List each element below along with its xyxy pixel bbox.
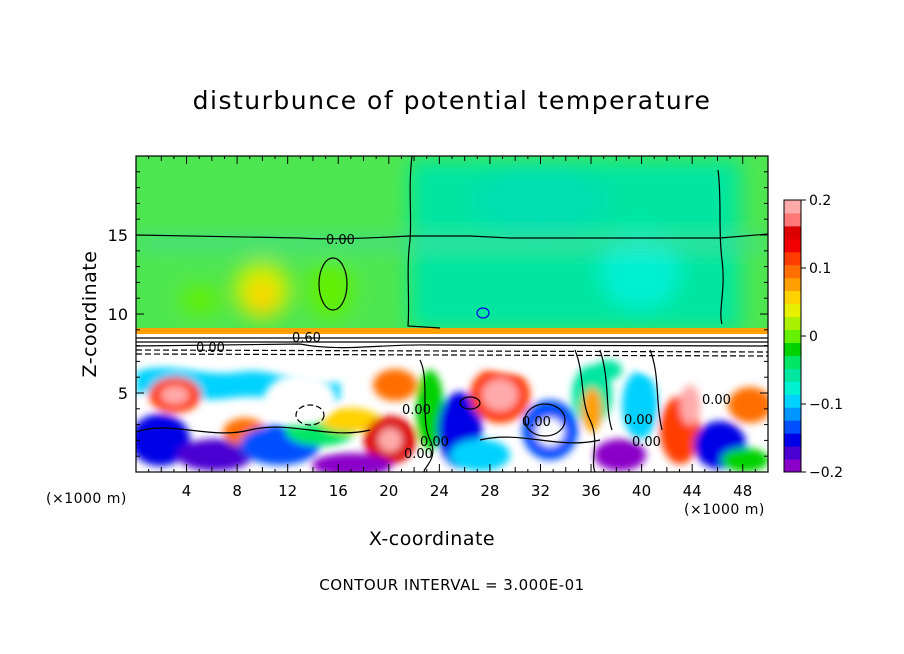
chart-title: disturbunce of potential temperature: [192, 86, 712, 115]
colorbar-segment: [784, 446, 801, 460]
x-axis-unit-left: (×1000 m): [46, 491, 127, 507]
colorbar-segment: [784, 459, 801, 473]
x-tick-label: 8: [232, 482, 242, 500]
colorbar-segment: [784, 225, 801, 240]
x-tick-label: 20: [379, 482, 398, 500]
y-axis-ticks: 5 10 15: [108, 155, 768, 473]
contour-label: 0.00: [624, 413, 653, 428]
y-tick-label: 15: [108, 226, 128, 245]
colorbar-segment: [784, 394, 801, 408]
x-axis-label: X-coordinate: [368, 528, 496, 550]
colorbar: 0.2 0.1 0 −0.1 −0.2: [783, 193, 843, 481]
colorbar-segment: [784, 290, 801, 305]
x-tick-label: 16: [329, 482, 348, 500]
contour-interval-caption: CONTOUR INTERVAL = 3.000E-01: [319, 576, 585, 594]
colorbar-tick-label: −0.1: [809, 397, 843, 413]
x-tick-label: 12: [278, 482, 297, 500]
colorbar-segment: [784, 200, 801, 214]
colorbar-segment: [784, 420, 801, 434]
colorbar-segment: [784, 238, 801, 253]
colorbar-segment: [784, 277, 801, 292]
colorbar-tick-label: −0.2: [809, 465, 843, 481]
colorbar-segment: [784, 316, 801, 331]
upper-field-patches: [136, 160, 768, 330]
colorbar-segment: [784, 381, 801, 395]
x-axis-ticks: 4 8 12 16 20 24 28 32 36 40 44 48: [135, 156, 769, 500]
colorbar-tick-label: 0.1: [809, 261, 831, 277]
contour-label: 0.00: [702, 393, 731, 408]
colorbar-segment: [784, 355, 801, 369]
colorbar-segment: [784, 303, 801, 318]
colorbar-segment: [784, 329, 801, 343]
y-tick-label: 5: [118, 384, 128, 403]
x-tick-label: 28: [480, 482, 499, 500]
colorbar-tick-label: 0: [809, 329, 818, 345]
colorbar-segment: [784, 407, 801, 421]
contour-label: 0.00: [402, 403, 431, 418]
colorbar-segment: [784, 433, 801, 447]
contour-lines: [136, 156, 768, 472]
heatmap-field: 0.00 0.60 0.00 0.00 0.00 0.00 0.00 0.00 …: [136, 156, 768, 472]
colorbar-tick-label: 0.2: [809, 193, 831, 209]
contour-label: 0.00: [326, 233, 355, 248]
x-tick-label: 24: [430, 482, 449, 500]
x-tick-label: 4: [182, 482, 192, 500]
colorbar-segment: [784, 264, 801, 279]
contour-label: 0.00: [196, 341, 225, 356]
colorbar-segment: [784, 251, 801, 266]
contour-label: 0.00: [522, 415, 551, 430]
colorbar-segment: [784, 212, 801, 227]
colorbar-segment: [784, 368, 801, 382]
contour-label: 0.60: [292, 331, 321, 346]
x-tick-label: 48: [733, 482, 752, 500]
y-tick-label: 10: [108, 305, 128, 324]
contour-label: 0.00: [420, 435, 449, 450]
contour-label: 0.00: [632, 435, 661, 450]
x-tick-label: 44: [683, 482, 702, 500]
contour-label: 0.00: [404, 447, 433, 462]
x-tick-label: 40: [632, 482, 651, 500]
x-tick-label: 32: [531, 482, 550, 500]
x-tick-label: 36: [581, 482, 600, 500]
x-axis-unit-right: (×1000 m): [684, 502, 765, 518]
contour-labels: 0.00 0.60 0.00 0.00 0.00 0.00 0.00 0.00 …: [196, 233, 731, 462]
colorbar-segment: [784, 342, 801, 356]
